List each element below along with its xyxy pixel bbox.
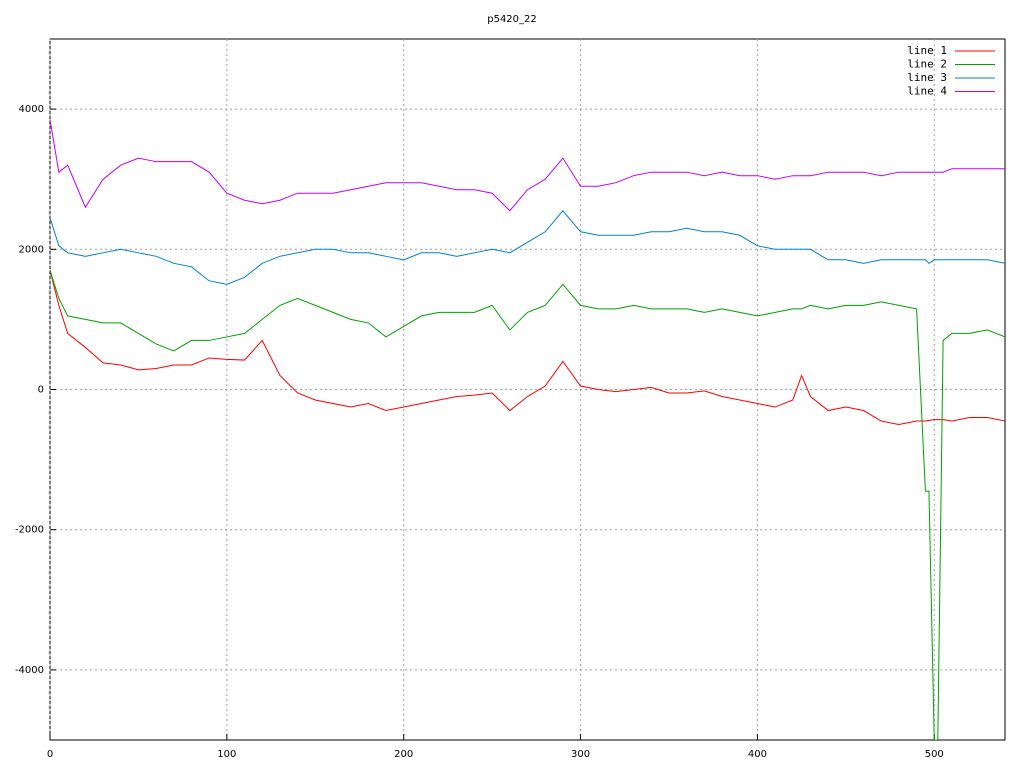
y-tick-label: 2000 [19,244,44,255]
x-tick-label: 400 [748,749,767,760]
y-tick-label: 0 [38,385,44,396]
x-tick-label: 200 [394,749,413,760]
data-line [50,270,1005,426]
chart-title: p5420_22 [487,14,537,25]
data-line [50,209,1005,285]
x-tick-label: 100 [217,749,236,760]
y-tick-label: -2000 [15,525,44,536]
legend-label: line 2 [907,58,947,71]
x-tick-label: 0 [47,749,53,760]
y-tick-label: -4000 [15,665,44,676]
data-line [50,270,1005,740]
legend-label: line 1 [907,44,947,57]
legend-label: line 3 [907,71,947,84]
x-tick-label: 500 [925,749,944,760]
y-tick-label: 4000 [19,104,44,115]
legend-label: line 4 [907,85,947,98]
x-tick-label: 300 [571,749,590,760]
data-line [50,119,1005,212]
